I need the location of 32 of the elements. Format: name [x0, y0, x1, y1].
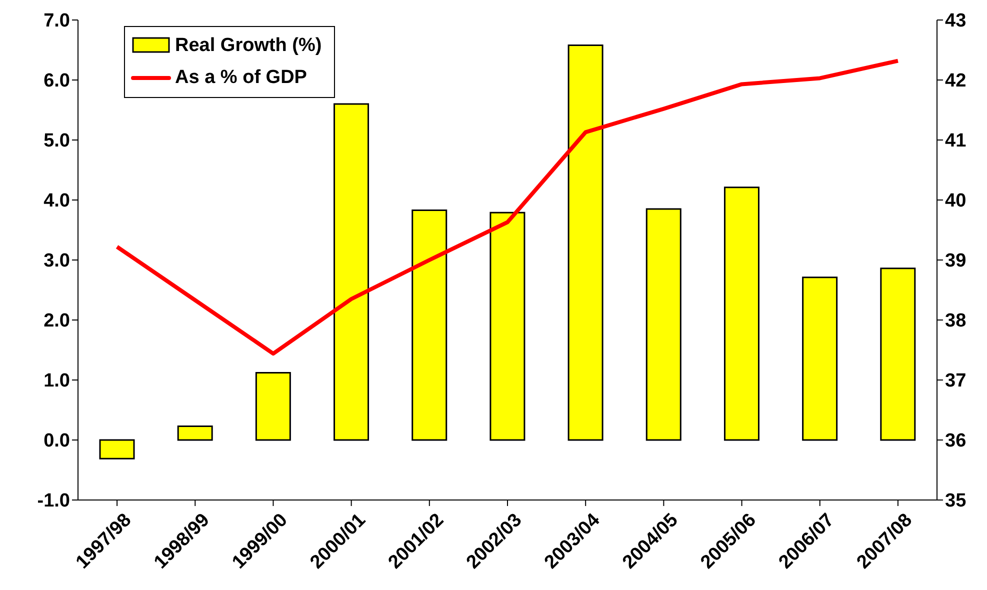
- bar: [177, 425, 213, 441]
- bar: [724, 186, 760, 441]
- bar: [802, 276, 838, 441]
- legend-label: Real Growth (%): [175, 34, 322, 58]
- y2-tick-label: 39: [945, 250, 966, 272]
- y2-tick-label: 41: [945, 130, 967, 152]
- y-tick-label: -1.0: [37, 490, 70, 512]
- bar: [646, 208, 682, 441]
- y2-tick-label: 38: [945, 310, 966, 332]
- y2-tick-label: 36: [945, 430, 966, 452]
- y-tick-label: 0.0: [44, 430, 70, 452]
- y-tick-label: 3.0: [44, 250, 70, 272]
- bar: [255, 372, 291, 441]
- bar: [99, 439, 135, 460]
- y2-tick-label: 37: [945, 370, 966, 392]
- y-tick-label: 5.0: [44, 130, 70, 152]
- y2-tick-label: 40: [945, 190, 966, 212]
- legend-label: As a % of GDP: [175, 66, 307, 90]
- y-tick-label: 7.0: [44, 10, 70, 32]
- y-tick-label: 6.0: [44, 70, 70, 92]
- bar: [490, 212, 526, 441]
- y2-tick-label: 35: [945, 490, 967, 512]
- bar: [568, 44, 604, 441]
- y2-tick-label: 43: [945, 10, 966, 32]
- bar: [412, 209, 448, 441]
- y-tick-label: 4.0: [44, 190, 70, 212]
- y-tick-label: 1.0: [44, 370, 70, 392]
- bar: [880, 268, 916, 441]
- y-tick-label: 2.0: [44, 310, 70, 332]
- line-series: [115, 58, 900, 356]
- y2-tick-label: 42: [945, 70, 966, 92]
- bar: [334, 103, 370, 441]
